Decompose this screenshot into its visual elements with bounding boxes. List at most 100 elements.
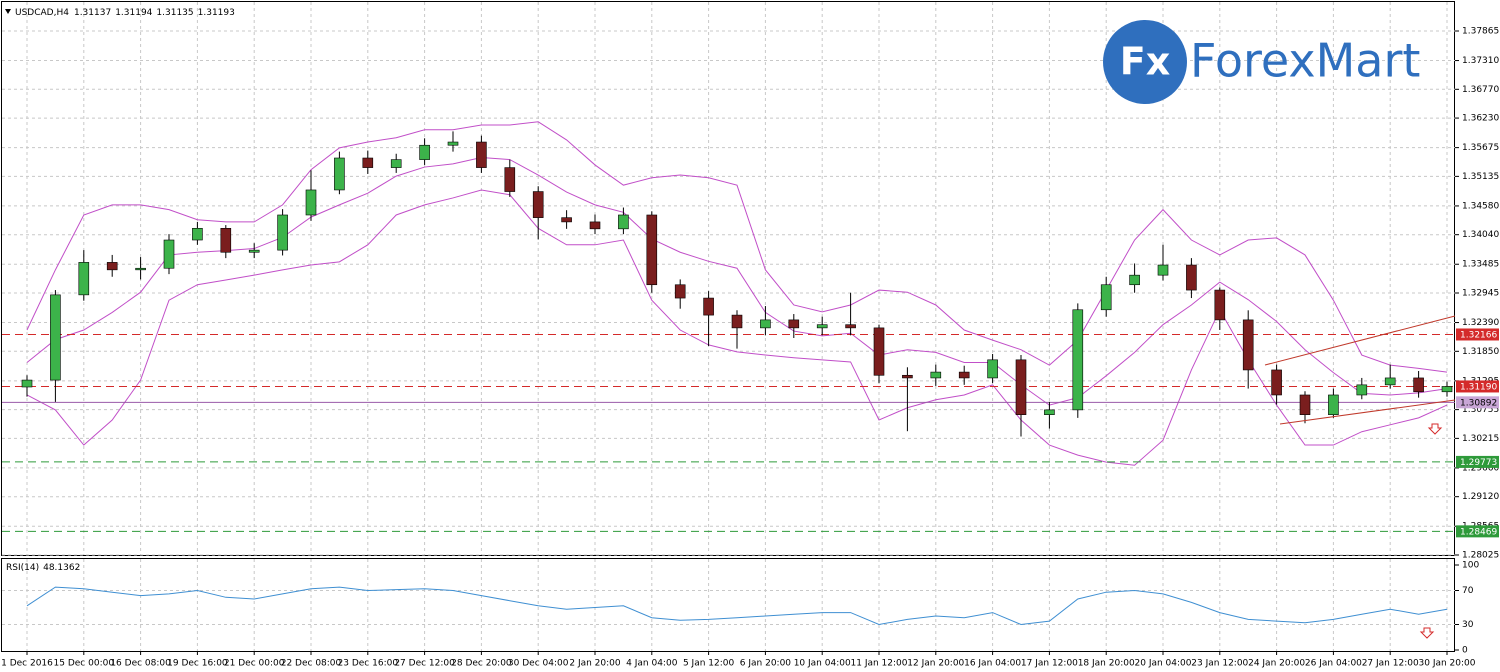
bollinger-lower [26,189,1448,466]
y-tick-label: 100 [1462,561,1479,571]
candle-body [674,284,686,299]
candle-body [50,294,61,381]
y-tick-label: 1.28025 [1462,551,1499,561]
level-label-bg [1456,396,1499,409]
y-tick-label: 1.29660 [1462,463,1499,473]
x-tick-label: 22 Dec 08:00 [281,659,342,669]
x-tick-label: 15 Dec 00:00 [54,659,115,669]
y-tick-label: 1.30755 [1462,405,1499,415]
x-tick-label: 16 Dec 08:00 [110,659,171,669]
y-tick-label: 0 [1462,646,1468,656]
y-tick-label: 1.33485 [1462,260,1499,270]
down-arrow [1427,423,1443,435]
x-tick-label: 5 Jan 12:00 [683,659,735,669]
bollinger-upper [26,121,1448,373]
candle-body [589,221,601,230]
candle-body [618,214,629,230]
y-tick-label: 1.34040 [1462,230,1499,240]
x-tick-label: 6 Jan 20:00 [740,659,792,669]
candle-body [1242,319,1254,371]
last-open: 1.31137 [74,8,111,18]
x-tick-label: 19 Dec 16:00 [167,659,228,669]
x-tick-label: 27 Dec 12:00 [394,659,455,669]
candle-body [1015,359,1027,415]
y-tick-label: 1.36230 [1462,114,1499,124]
last-close: 1.31193 [198,8,235,18]
x-tick-label: 24 Jan 20:00 [1248,659,1305,669]
x-tick-label: 30 Dec 04:00 [508,659,569,669]
logo-badge [1103,20,1187,104]
candle-body [1157,264,1169,276]
menu-triangle [5,9,11,14]
level-label-bg [1456,380,1499,393]
level-label: 1.32166 [1460,330,1497,340]
level-label: 1.31190 [1460,382,1497,392]
y-tick-label: 1.37310 [1462,56,1499,66]
logo-badge-text: Fx [1120,40,1170,84]
x-tick-label: 30 Jan 20:00 [1419,659,1476,669]
candle-body [1044,409,1055,415]
candle-body [561,217,572,223]
candle-body [192,227,203,241]
candle-body [106,262,118,271]
rsi-pane-frame [1,558,1455,652]
x-tick-label: 11 Jan 12:00 [851,659,908,669]
candle-body [1271,369,1282,396]
candle-body [248,249,260,253]
candle-body [987,359,998,379]
y-tick-label: 1.32390 [1462,318,1499,328]
candle-body [1186,264,1197,291]
overlay-layer: USDCAD,H4 1.31137 1.31194 1.31135 1.31193 RS… [5,8,1456,639]
level-label: 1.28469 [1460,527,1497,537]
x-tick-label: 17 Jan 12:00 [1021,659,1078,669]
candle-body [930,371,942,379]
candle-body [305,189,317,216]
y-tick-label: 1.29120 [1462,492,1499,502]
rsi-header: RSI(14) 48.1362 [6,563,80,573]
symbol: USDCAD,H4 [15,8,69,18]
level-label-bg [1456,328,1499,341]
x-tick-label: 23 Dec 16:00 [338,659,399,669]
level-label: 1.30892 [1460,398,1497,408]
last-low: 1.31135 [156,8,193,18]
candle-body [646,214,658,286]
candle-body [419,144,430,160]
logo-name: ForexMart [1190,34,1420,88]
candle-body [447,141,459,146]
candle-body [873,327,885,376]
candle-body [902,374,913,379]
candle-body [476,141,487,168]
x-tick-label: 1 Dec 2016 [1,659,53,669]
y-tick-label: 1.30215 [1462,434,1499,444]
x-tick-label: 21 Dec 00:00 [224,659,285,669]
candle-body [163,239,175,269]
x-tick-label: 23 Jan 12:00 [1191,659,1248,669]
candle-body [1413,377,1424,393]
y-tick-label: 1.37865 [1462,27,1499,37]
rsi-line [26,586,1448,626]
x-tick-label: 18 Jan 20:00 [1078,659,1135,669]
y-tick-label: 1.35675 [1462,143,1499,153]
candle-body [1299,394,1311,415]
rsi-title: RSI(14) [6,563,39,573]
candle-body [1214,289,1226,321]
candle-body [703,297,714,316]
candle-body [1129,274,1140,286]
candle-body [731,314,743,329]
candle-body [135,267,146,271]
candle-body [788,319,800,329]
candle-body [504,167,516,192]
x-tick-label: 27 Jan 12:00 [1362,659,1419,669]
y-tick-label: 1.32945 [1462,289,1499,299]
channel-upper [1264,315,1456,366]
candle-body [816,324,828,329]
y-tick-label: 1.35135 [1462,172,1499,182]
y-tick-label: 30 [1462,620,1474,630]
candle-body [1384,377,1396,386]
y-tick-label: 1.31850 [1462,347,1499,357]
x-tick-label: 28 Dec 20:00 [451,659,512,669]
level-label: 1.29773 [1460,458,1497,468]
level-label-bg [1456,525,1499,538]
